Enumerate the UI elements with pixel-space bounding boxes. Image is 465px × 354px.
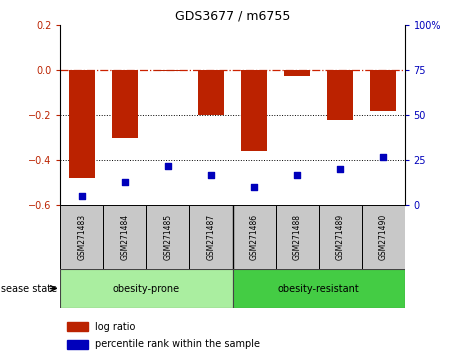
Bar: [60, 205, 103, 269]
Point: [164, 163, 172, 169]
Text: GSM271489: GSM271489: [336, 214, 345, 260]
Bar: [327, 70, 353, 120]
Bar: [69, 70, 95, 178]
Bar: [370, 70, 396, 110]
Text: GSM271486: GSM271486: [250, 214, 259, 260]
Bar: [67, 322, 88, 331]
Bar: [232, 205, 275, 269]
Text: obesity-resistant: obesity-resistant: [278, 284, 359, 293]
Text: obesity-prone: obesity-prone: [113, 284, 180, 293]
Point: [379, 154, 387, 159]
Bar: [67, 340, 88, 349]
Text: GSM271484: GSM271484: [120, 214, 129, 260]
Bar: [362, 205, 405, 269]
Bar: [232, 269, 405, 308]
Text: GSM271485: GSM271485: [164, 214, 173, 260]
Text: percentile rank within the sample: percentile rank within the sample: [95, 339, 260, 349]
Bar: [275, 205, 319, 269]
Bar: [198, 70, 224, 115]
Point: [250, 184, 258, 190]
Point: [293, 172, 301, 177]
Bar: [146, 205, 190, 269]
Point: [121, 179, 129, 185]
Bar: [190, 205, 232, 269]
Bar: [112, 70, 138, 138]
Bar: [284, 70, 310, 75]
Bar: [103, 205, 146, 269]
Text: log ratio: log ratio: [95, 322, 135, 332]
Point: [207, 172, 215, 177]
Bar: [155, 70, 181, 71]
Bar: [241, 70, 267, 151]
Title: GDS3677 / m6755: GDS3677 / m6755: [175, 9, 290, 22]
Text: GSM271490: GSM271490: [379, 214, 387, 260]
Bar: [319, 205, 362, 269]
Text: GSM271487: GSM271487: [206, 214, 215, 260]
Bar: [60, 269, 232, 308]
Point: [78, 193, 86, 199]
Text: GSM271488: GSM271488: [292, 214, 301, 260]
Text: GSM271483: GSM271483: [78, 214, 86, 260]
Point: [336, 166, 344, 172]
Text: disease state: disease state: [0, 284, 60, 293]
